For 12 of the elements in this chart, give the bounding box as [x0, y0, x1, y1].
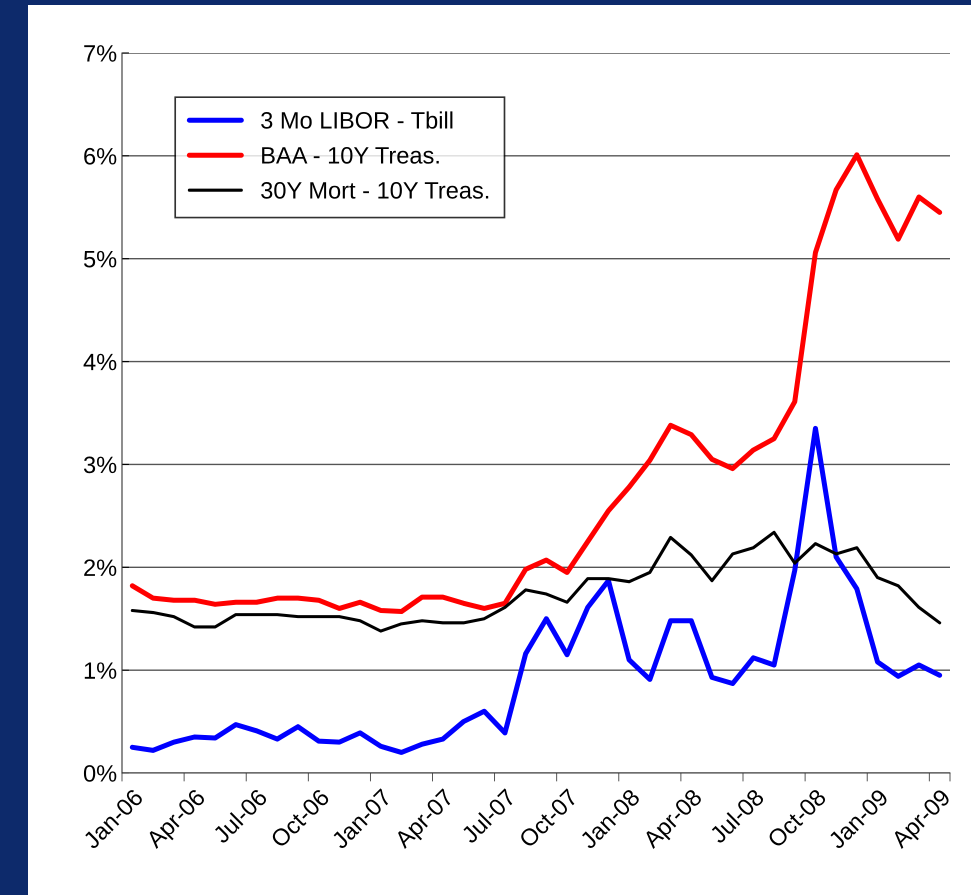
y-tick-label: 7% — [84, 45, 116, 62]
y-tick-label: 3% — [84, 456, 116, 474]
line-series — [130, 530, 942, 633]
legend-label: 3 Mo LIBOR - Tbill — [261, 111, 452, 129]
y-tick-label: 1% — [84, 662, 116, 679]
y-tick-label: 2% — [84, 559, 116, 576]
y-tick-label: 4% — [84, 354, 116, 370]
y-tick-label: 5% — [84, 250, 116, 268]
y-tick-label: 0% — [84, 765, 116, 782]
y-tick-label: 6% — [84, 148, 116, 165]
legend-label: BAA - 10Y Treas. — [262, 146, 439, 164]
legend-label: 30Y Mort - 10Y Treas. — [261, 182, 488, 199]
